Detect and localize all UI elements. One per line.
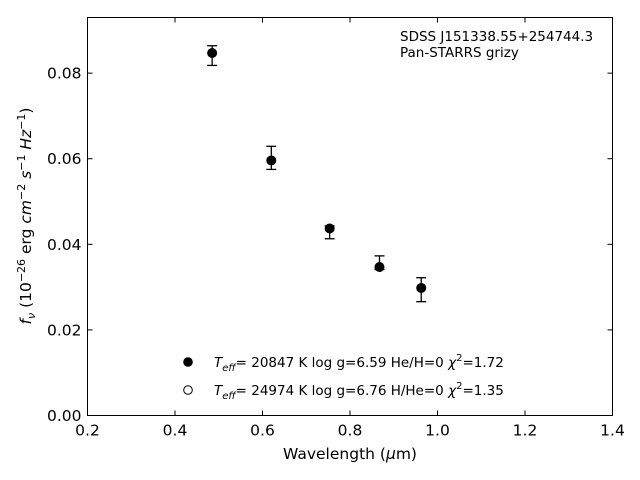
x-tick-label: 1.4 [600, 422, 625, 440]
x-axis-label: Wavelength (μm) [283, 445, 417, 463]
x-tick-label: 1.0 [425, 422, 450, 440]
y-tick-label: 0.00 [47, 407, 82, 425]
x-tick-label: 0.8 [338, 422, 363, 440]
x-tick-label: 1.2 [513, 422, 538, 440]
data-markers [207, 48, 427, 293]
y-tick-label: 0.06 [47, 150, 82, 168]
x-tick-label: 0.6 [250, 422, 275, 440]
x-tick-label: 0.2 [75, 422, 100, 440]
y-tick-label: 0.04 [47, 236, 82, 254]
y-tick-label: 0.08 [47, 65, 82, 83]
legend-marker-open [183, 385, 193, 395]
model-point-filled [266, 155, 277, 166]
annotation-survey: Pan-STARRS grizy [400, 45, 519, 61]
legend-entry-2: Teff= 24974 K log g=6.76 H/He=0 χ2=1.35 [214, 381, 504, 402]
y-axis-ticks: 0.00 0.02 0.04 0.06 0.08 [47, 65, 613, 425]
model-point-filled [324, 223, 335, 234]
y-tick-label: 0.02 [47, 321, 82, 339]
y-axis-label: fν (10−26 erg cm−2 s−1 Hz−1) [15, 108, 38, 325]
model-point-filled [374, 261, 385, 272]
x-axis-ticks: 0.2 0.4 0.6 0.8 1.0 1.2 1.4 [75, 17, 625, 440]
error-bars [207, 45, 427, 303]
x-tick-label: 0.4 [163, 422, 188, 440]
model-point-filled [207, 48, 218, 59]
legend-marker-filled [183, 357, 193, 367]
legend: Teff= 20847 K log g=6.59 He/H=0 χ2=1.72 T… [183, 353, 504, 402]
annotation-object-name: SDSS J151338.55+254744.3 [400, 29, 593, 45]
model-point-filled [416, 282, 427, 293]
legend-entry-1: Teff= 20847 K log g=6.59 He/H=0 χ2=1.72 [214, 353, 504, 374]
